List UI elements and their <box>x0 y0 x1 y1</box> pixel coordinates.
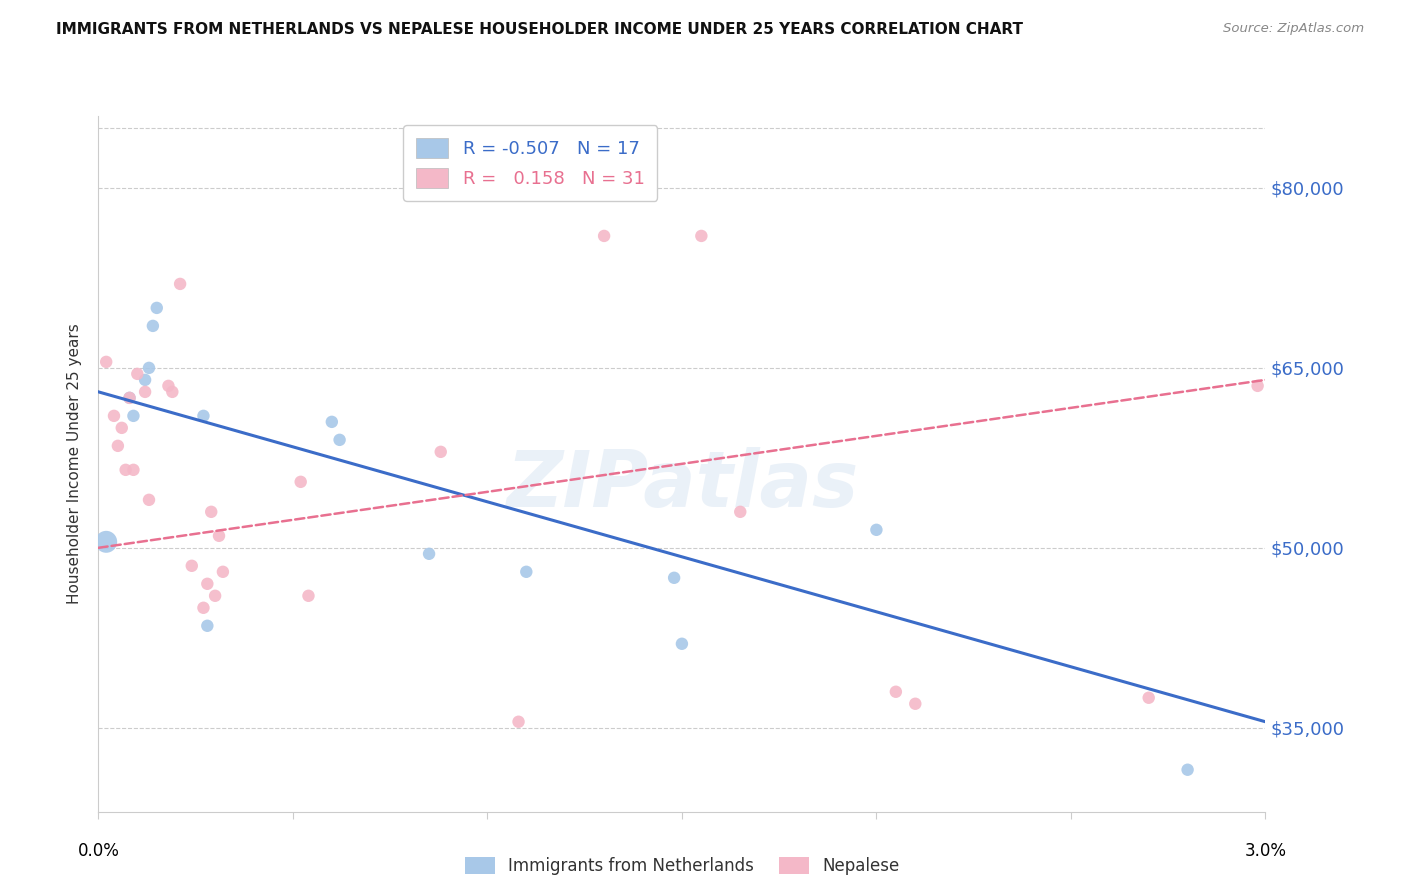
Point <box>127 367 149 381</box>
Point <box>297 589 319 603</box>
Point <box>96 534 118 549</box>
Point <box>208 529 231 543</box>
Point <box>193 409 215 423</box>
Point <box>134 373 156 387</box>
Point <box>195 619 218 633</box>
Text: Source: ZipAtlas.com: Source: ZipAtlas.com <box>1223 22 1364 36</box>
Point <box>1177 763 1199 777</box>
Point <box>1246 379 1268 393</box>
Point <box>212 565 235 579</box>
Point <box>690 228 713 243</box>
Point <box>728 505 751 519</box>
Point <box>169 277 191 291</box>
Point <box>118 391 141 405</box>
Point <box>193 600 215 615</box>
Point <box>884 685 907 699</box>
Text: ZIPatlas: ZIPatlas <box>506 447 858 523</box>
Point <box>122 463 145 477</box>
Point <box>107 439 129 453</box>
Point <box>146 301 169 315</box>
Point <box>904 697 927 711</box>
Point <box>418 547 440 561</box>
Point <box>114 463 136 477</box>
Text: IMMIGRANTS FROM NETHERLANDS VS NEPALESE HOUSEHOLDER INCOME UNDER 25 YEARS CORREL: IMMIGRANTS FROM NETHERLANDS VS NEPALESE … <box>56 22 1024 37</box>
Point <box>118 391 141 405</box>
Point <box>142 318 165 333</box>
Point <box>204 589 226 603</box>
Point <box>138 492 160 507</box>
Point <box>96 355 118 369</box>
Y-axis label: Householder Income Under 25 years: Householder Income Under 25 years <box>67 324 83 604</box>
Text: 0.0%: 0.0% <box>77 842 120 860</box>
Point <box>200 505 222 519</box>
Legend: Immigrants from Netherlands, Nepalese: Immigrants from Netherlands, Nepalese <box>456 848 908 883</box>
Point <box>138 360 160 375</box>
Point <box>111 421 134 435</box>
Point <box>103 409 125 423</box>
Point <box>180 558 202 573</box>
Point <box>122 409 145 423</box>
Point <box>329 433 352 447</box>
Text: 3.0%: 3.0% <box>1244 842 1286 860</box>
Point <box>134 384 156 399</box>
Point <box>290 475 312 489</box>
Point <box>162 384 184 399</box>
Point <box>593 228 616 243</box>
Point <box>321 415 343 429</box>
Point <box>429 445 451 459</box>
Point <box>195 576 218 591</box>
Point <box>157 379 180 393</box>
Point <box>671 637 693 651</box>
Point <box>515 565 537 579</box>
Point <box>1137 690 1160 705</box>
Point <box>865 523 887 537</box>
Point <box>662 571 685 585</box>
Point <box>508 714 530 729</box>
